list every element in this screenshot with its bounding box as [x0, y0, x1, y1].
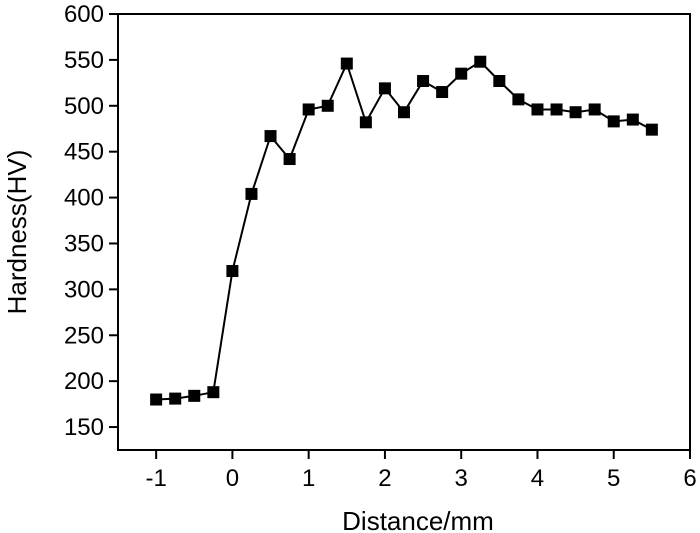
y-tick-label: 400	[64, 185, 104, 212]
data-point	[264, 130, 277, 143]
data-point	[626, 113, 639, 126]
y-tick-label: 150	[64, 414, 104, 441]
series-group	[150, 55, 658, 406]
y-tick-label: 250	[64, 322, 104, 349]
data-point	[302, 103, 315, 116]
data-point	[455, 67, 468, 80]
y-tick-label: 600	[64, 1, 104, 28]
data-point	[207, 386, 220, 399]
data-point	[474, 55, 487, 68]
data-point	[188, 389, 201, 402]
y-tick-label: 500	[64, 93, 104, 120]
data-point	[645, 123, 658, 136]
y-tick-label: 350	[64, 230, 104, 257]
y-tick-label: 550	[64, 47, 104, 74]
x-tick-label: 2	[378, 465, 391, 492]
x-tick-label: 1	[302, 465, 315, 492]
x-tick-label: 3	[455, 465, 468, 492]
data-point	[150, 393, 163, 406]
x-axis-title: Distance/mm	[342, 506, 494, 533]
data-point	[493, 75, 506, 88]
data-point	[531, 103, 544, 116]
data-point	[340, 57, 353, 70]
y-tick-label: 300	[64, 276, 104, 303]
y-tick-label: 200	[64, 368, 104, 395]
data-point	[283, 153, 296, 166]
x-tick-label: 0	[226, 465, 239, 492]
data-point	[417, 75, 430, 88]
data-point	[169, 392, 182, 405]
data-point	[607, 115, 620, 128]
x-axis-ticks: -1 0 1 2 3 4 5 6	[145, 450, 697, 492]
data-point	[569, 106, 582, 119]
data-point	[359, 116, 372, 129]
x-tick-label: 4	[531, 465, 544, 492]
x-tick-label: 6	[683, 465, 696, 492]
x-tick-label: -1	[145, 465, 166, 492]
data-point	[321, 99, 334, 112]
data-point	[378, 82, 391, 95]
y-axis-ticks: 150 200 250 300 350 400 450 500 550 600	[64, 1, 118, 441]
plot-frame	[117, 13, 691, 451]
data-point	[550, 103, 563, 116]
data-point	[398, 106, 410, 119]
data-point	[512, 93, 525, 106]
data-point	[588, 103, 601, 116]
data-point	[245, 187, 258, 200]
data-point	[226, 265, 239, 278]
data-point	[436, 86, 449, 99]
x-tick-label: 5	[607, 465, 620, 492]
y-tick-label: 450	[64, 139, 104, 166]
y-axis-title: Hardness(HV)	[2, 150, 32, 315]
